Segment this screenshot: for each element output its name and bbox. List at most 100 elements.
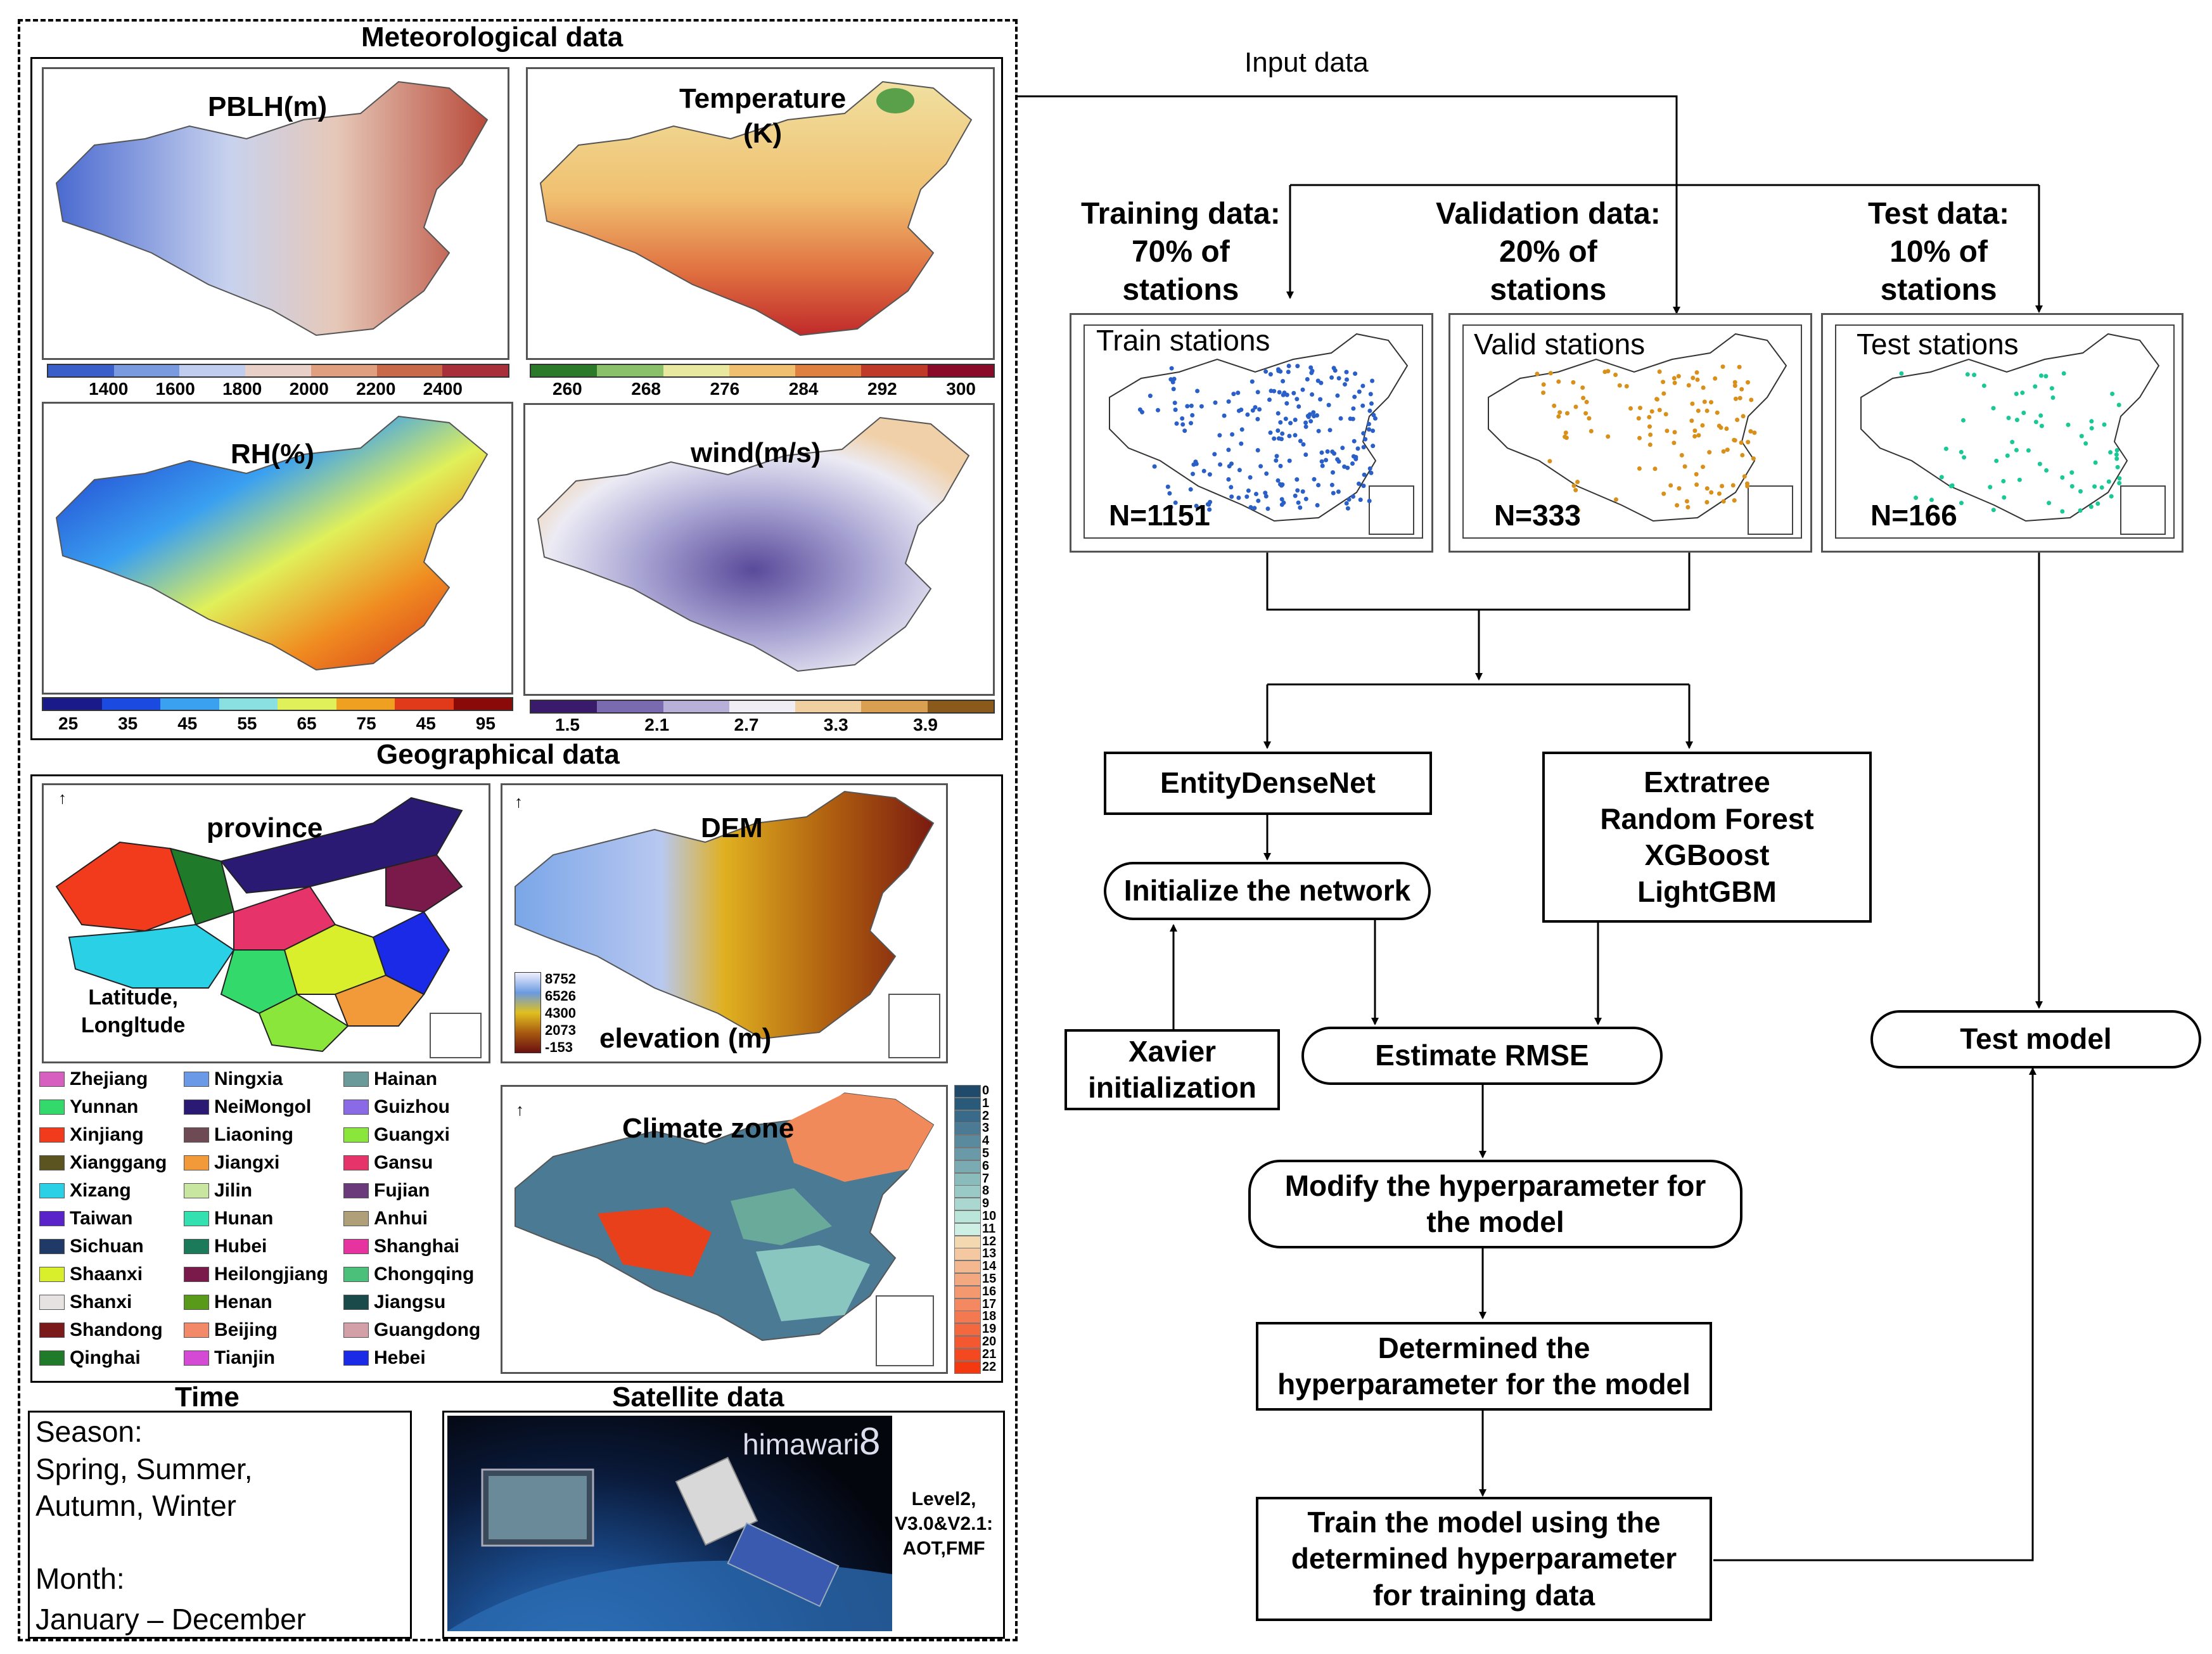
province-color-swatch bbox=[343, 1155, 369, 1170]
province-legend-item: Shanxi bbox=[39, 1292, 132, 1313]
station-dot bbox=[1329, 375, 1334, 380]
north-arrow-icon: ↑ bbox=[58, 788, 67, 807]
station-dot bbox=[1358, 497, 1363, 503]
climate-zone-tick-label: 0 bbox=[982, 1084, 990, 1098]
station-dot bbox=[1732, 383, 1737, 388]
province-name: Hebei bbox=[374, 1347, 426, 1368]
colorbar-segment bbox=[861, 365, 928, 376]
province-color-swatch bbox=[184, 1295, 209, 1310]
province-color-swatch bbox=[39, 1295, 65, 1310]
station-dot bbox=[1682, 464, 1687, 469]
station-dot bbox=[1672, 380, 1677, 385]
province-legend-item: NeiMongol bbox=[184, 1096, 311, 1118]
province-legend-item: Sichuan bbox=[39, 1236, 144, 1257]
station-dot bbox=[1137, 407, 1142, 412]
station-dot bbox=[2005, 453, 2010, 458]
station-dot bbox=[1899, 371, 1904, 376]
station-dot bbox=[1244, 494, 1250, 499]
station-dot bbox=[1345, 377, 1349, 382]
station-dot bbox=[1988, 485, 1993, 490]
station-dot bbox=[1308, 419, 1314, 424]
station-dot bbox=[2049, 386, 2054, 391]
test-data-title: Test data: 10% of stations bbox=[1868, 197, 2010, 307]
station-dot bbox=[1319, 450, 1324, 455]
station-dot bbox=[1230, 432, 1235, 437]
station-dot bbox=[1229, 461, 1234, 466]
station-dot bbox=[1188, 487, 1193, 492]
province-legend-item: Hebei bbox=[343, 1347, 426, 1369]
climate-zone-tick-label: 3 bbox=[982, 1121, 990, 1136]
station-dot bbox=[2014, 392, 2019, 396]
station-dot bbox=[1229, 494, 1234, 499]
station-dot bbox=[1541, 390, 1546, 395]
province-color-swatch bbox=[343, 1267, 369, 1282]
station-dot bbox=[1587, 416, 1592, 421]
station-dot bbox=[1720, 364, 1725, 369]
colorbar-segment bbox=[43, 698, 102, 710]
station-dot bbox=[1637, 435, 1642, 440]
colorbar-segment bbox=[160, 698, 219, 710]
station-dot bbox=[1236, 496, 1241, 500]
wind-colorbar bbox=[530, 700, 995, 714]
station-dot bbox=[1914, 496, 1919, 500]
station-dot bbox=[1739, 387, 1744, 392]
climate-zone-tick-label: 4 bbox=[982, 1134, 990, 1148]
station-dot bbox=[1535, 371, 1540, 376]
colorbar-segment bbox=[663, 701, 729, 712]
province-color-swatch bbox=[184, 1127, 209, 1143]
dem-label: DEM bbox=[701, 812, 763, 843]
colorbar-tick-label: 284 bbox=[788, 379, 819, 399]
climate-zone-tick-label: 2 bbox=[982, 1108, 990, 1123]
satellite-image bbox=[447, 1416, 892, 1631]
colorbar-segment bbox=[927, 365, 994, 376]
wind-map bbox=[523, 403, 995, 696]
province-legend-item: Jilin bbox=[184, 1180, 252, 1202]
station-dot bbox=[1207, 507, 1212, 512]
china-outline bbox=[1860, 333, 2160, 522]
dem-tick-label: 8752 bbox=[545, 971, 576, 987]
climate-zone-swatch bbox=[954, 1273, 981, 1286]
station-dot bbox=[2078, 489, 2083, 494]
station-dot bbox=[1325, 449, 1330, 454]
wind-ticks: 1.5 2.1 2.7 3.3 3.9 bbox=[555, 715, 938, 735]
himawari-brand-text: himawari bbox=[743, 1428, 860, 1461]
station-dot bbox=[1367, 466, 1372, 471]
station-dot bbox=[1563, 430, 1568, 435]
station-dot bbox=[1280, 431, 1285, 436]
station-dot bbox=[2106, 479, 2111, 484]
colorbar-segment bbox=[453, 698, 512, 710]
province-legend-item: Guizhou bbox=[343, 1096, 450, 1118]
entity-dense-net-node: EntityDenseNet bbox=[1104, 752, 1432, 815]
station-dot bbox=[1165, 484, 1170, 489]
station-dot bbox=[1305, 377, 1310, 381]
station-dot bbox=[1675, 503, 1680, 508]
climate-zone-tick-label: 14 bbox=[982, 1259, 997, 1274]
station-dot bbox=[1248, 475, 1253, 480]
station-dot bbox=[1277, 390, 1282, 395]
station-dot bbox=[2095, 501, 2100, 506]
station-dot bbox=[1172, 401, 1177, 406]
station-dot bbox=[1657, 369, 1662, 374]
colorbar-tick-label: 2000 bbox=[289, 379, 329, 399]
climate-zone-tick-label: 21 bbox=[982, 1347, 997, 1361]
province-color-swatch bbox=[184, 1211, 209, 1226]
colorbar-tick-label: 1800 bbox=[222, 379, 262, 399]
geographical-frame bbox=[30, 774, 1003, 1383]
province-color-swatch bbox=[343, 1099, 369, 1115]
station-dot bbox=[1351, 494, 1355, 499]
province-color-swatch bbox=[39, 1323, 65, 1338]
climate-zone-tick-label: 18 bbox=[982, 1309, 997, 1324]
station-dot bbox=[1195, 388, 1200, 394]
station-dot bbox=[1972, 373, 1977, 378]
station-dot bbox=[2069, 484, 2075, 489]
station-dot bbox=[1661, 491, 1666, 496]
station-dot bbox=[1226, 477, 1231, 482]
satellite-title: Satellite data bbox=[612, 1382, 784, 1413]
station-dot bbox=[2108, 450, 2113, 455]
province-name: Xinjiang bbox=[70, 1124, 144, 1145]
climate-zone-tick-label: 8 bbox=[982, 1184, 990, 1198]
months-text: January – December bbox=[35, 1603, 306, 1636]
station-dot bbox=[1293, 418, 1298, 422]
pblh-colorbar bbox=[47, 364, 509, 378]
station-dot bbox=[1190, 413, 1195, 418]
